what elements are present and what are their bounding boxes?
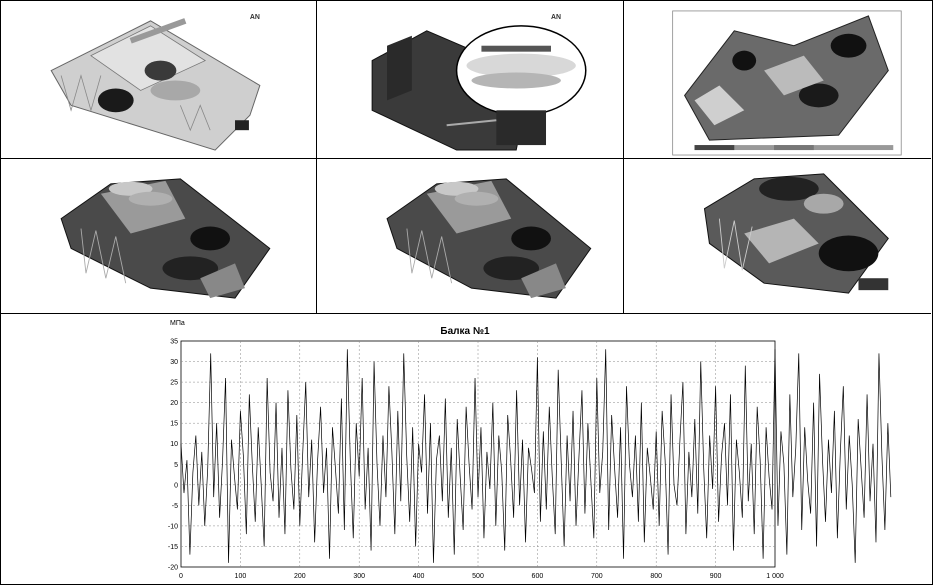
x-tick-label: 500 <box>472 573 484 580</box>
x-tick-label: 700 <box>591 573 603 580</box>
x-tick-label: 200 <box>294 573 306 580</box>
y-tick-label: 0 <box>174 482 178 489</box>
x-tick-label: 900 <box>710 573 722 580</box>
fea-model-image <box>60 178 271 299</box>
y-tick-label: -10 <box>168 523 178 530</box>
chart-title: Балка №1 <box>440 326 490 337</box>
x-tick-label: 100 <box>235 573 247 580</box>
fea-panel-1: AN <box>1 1 317 159</box>
chart-panel: МПа Балка №1 0 100 200 300 400 500 600 700 800 90… <box>0 315 931 583</box>
fea-panel-2: AN <box>317 1 624 159</box>
y-tick-label: -5 <box>172 503 178 510</box>
x-tick-label: 0 <box>179 573 183 580</box>
x-tick-label: 400 <box>413 573 425 580</box>
x-tick-label: 800 <box>650 573 662 580</box>
y-tick-label: 35 <box>170 339 178 346</box>
logo-text: AN <box>250 14 260 21</box>
fea-model-image <box>703 173 889 294</box>
y-tick-label: 20 <box>170 400 178 407</box>
y-axis-unit: МПа <box>170 320 185 327</box>
series-line <box>180 349 892 563</box>
fea-model-image: AN <box>371 14 587 151</box>
x-tick-label: 300 <box>353 573 365 580</box>
fea-model-image: AN <box>50 14 261 151</box>
y-tick-label: 30 <box>170 359 178 366</box>
y-tick-label: 10 <box>170 441 178 448</box>
y-tick-label: 15 <box>170 421 178 428</box>
fea-model-image <box>386 178 592 299</box>
fea-panel-6 <box>624 159 931 314</box>
y-tick-label: 5 <box>174 462 178 469</box>
x-tick-label: 600 <box>532 573 544 580</box>
fea-panel-5 <box>317 159 624 314</box>
logo-text: AN <box>551 14 561 21</box>
y-tick-label: 25 <box>170 380 178 387</box>
y-tick-label: -20 <box>168 565 178 572</box>
fea-model-image <box>672 10 902 156</box>
fea-panel-3 <box>624 1 931 159</box>
fea-panel-4 <box>1 159 317 314</box>
y-tick-label: -15 <box>168 544 178 551</box>
x-tick-label: 1 000 <box>766 573 784 580</box>
stress-line-chart: МПа Балка №1 0 100 200 300 400 500 600 700 800 90… <box>168 320 892 580</box>
